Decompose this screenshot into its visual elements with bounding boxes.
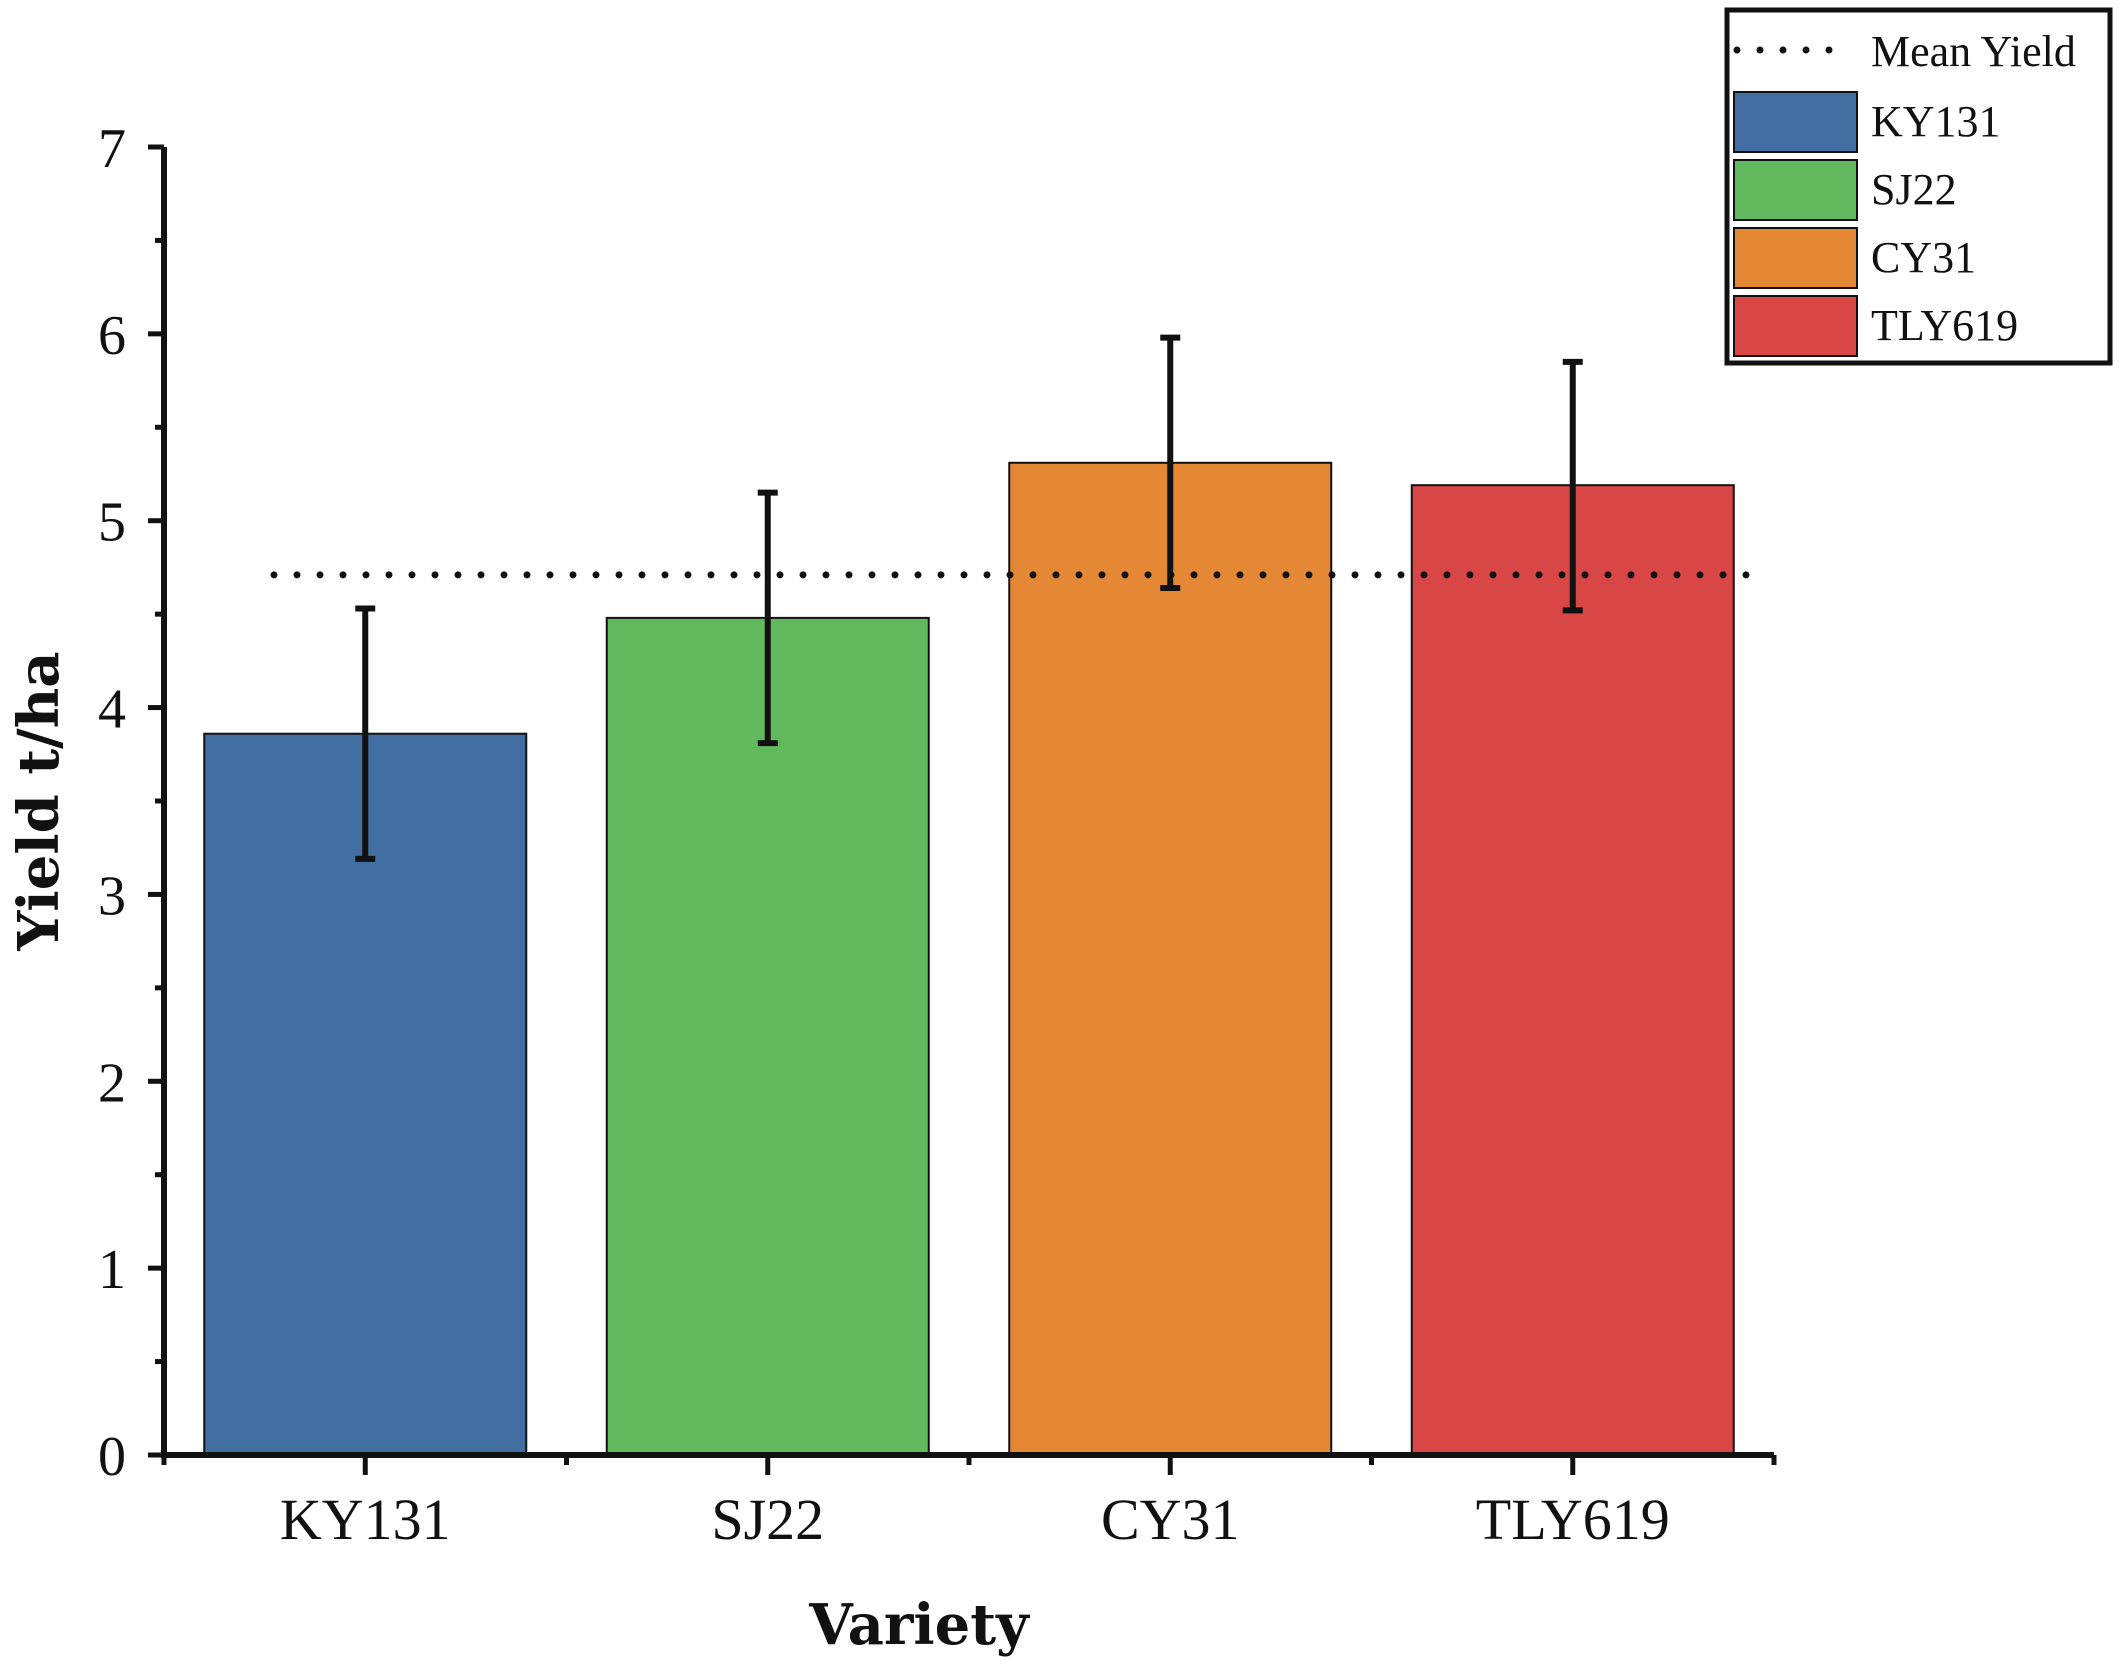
legend-swatch-sj22	[1733, 159, 1858, 221]
legend-swatch-ky131	[1733, 91, 1858, 153]
y-axis-title: Yield t/ha	[6, 651, 72, 951]
y-tick-label: 3	[98, 865, 126, 927]
x-tick-label-cy31: CY31	[1101, 1487, 1240, 1552]
legend-swatch-cy31	[1733, 227, 1858, 289]
y-tick-label: 5	[98, 492, 126, 554]
legend-label-sj22: SJ22	[1871, 165, 1957, 214]
error-bar-cy31	[1160, 334, 1181, 591]
bar-sj22	[605, 616, 930, 1456]
y-tick-label: 7	[98, 118, 126, 180]
x-tick-label-tly619: TLY619	[1476, 1487, 1670, 1552]
bar-cy31	[1008, 461, 1333, 1456]
x-tick-label-ky131: KY131	[280, 1487, 451, 1552]
y-tick-label: 4	[98, 679, 126, 741]
plot-area: 0 1 2 3 4 5 6 7 KY131 SJ22 CY31 TLY619 Variety Yield …	[6, 118, 1777, 1658]
y-tick-label: 2	[98, 1052, 126, 1114]
x-tick-label-sj22: SJ22	[711, 1487, 824, 1552]
error-bar-sj22	[757, 489, 778, 747]
legend-label-ky131: KY131	[1871, 97, 2001, 146]
legend-mean-yield-label: Mean Yield	[1871, 27, 2076, 76]
y-tick-label: 0	[98, 1426, 126, 1488]
legend-label-tly619: TLY619	[1871, 301, 2018, 350]
legend-swatch-tly619	[1733, 295, 1858, 357]
legend-label-cy31: CY31	[1871, 233, 1976, 282]
bar-tly619	[1410, 484, 1735, 1456]
error-bar-tly619	[1562, 358, 1583, 614]
x-axis-title: Variety	[808, 1592, 1030, 1658]
error-bar-ky131	[355, 605, 376, 862]
y-tick-label: 6	[98, 305, 126, 367]
y-tick-label: 1	[98, 1239, 126, 1301]
legend: Mean Yield KY131 SJ22 CY31 TLY619	[1724, 7, 2113, 366]
